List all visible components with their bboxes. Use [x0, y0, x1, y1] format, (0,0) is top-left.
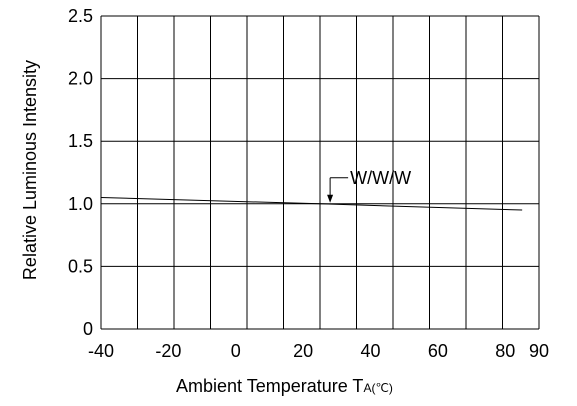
series-line — [100, 197, 523, 211]
x-axis-title-unit: (℃) — [371, 381, 392, 395]
x-tick-label: 20 — [293, 341, 313, 361]
x-tick-label: 90 — [529, 341, 549, 361]
annotation-arrowhead — [327, 194, 334, 203]
y-axis-ticks: 0 0.5 1.0 1.5 2.0 2.5 — [68, 6, 93, 339]
y-tick-label: 2.0 — [68, 69, 93, 89]
y-axis-title: Relative Luminous Intensity — [20, 60, 40, 280]
x-tick-label: -40 — [88, 341, 114, 361]
x-axis-ticks: -40 -20 0 20 40 60 80 90 — [88, 341, 549, 361]
y-tick-label: 1.5 — [68, 131, 93, 151]
series-group — [100, 197, 523, 211]
x-tick-label: 40 — [361, 341, 381, 361]
x-tick-label: 0 — [231, 341, 241, 361]
y-tick-label: 2.5 — [68, 6, 93, 26]
x-tick-label: 80 — [495, 341, 515, 361]
x-axis-title: Ambient Temperature TA(℃) — [176, 376, 393, 396]
y-tick-label: 0.5 — [68, 256, 93, 276]
x-axis-title-main: Ambient Temperature T — [176, 376, 363, 396]
x-axis-title-sub: A — [363, 381, 371, 395]
annotation: W/W/W — [327, 168, 411, 203]
x-tick-label: -20 — [155, 341, 181, 361]
y-tick-label: 1.0 — [68, 194, 93, 214]
annotation-label: W/W/W — [350, 168, 411, 188]
x-tick-label: 60 — [428, 341, 448, 361]
y-tick-label: 0 — [83, 319, 93, 339]
grid — [100, 15, 540, 330]
